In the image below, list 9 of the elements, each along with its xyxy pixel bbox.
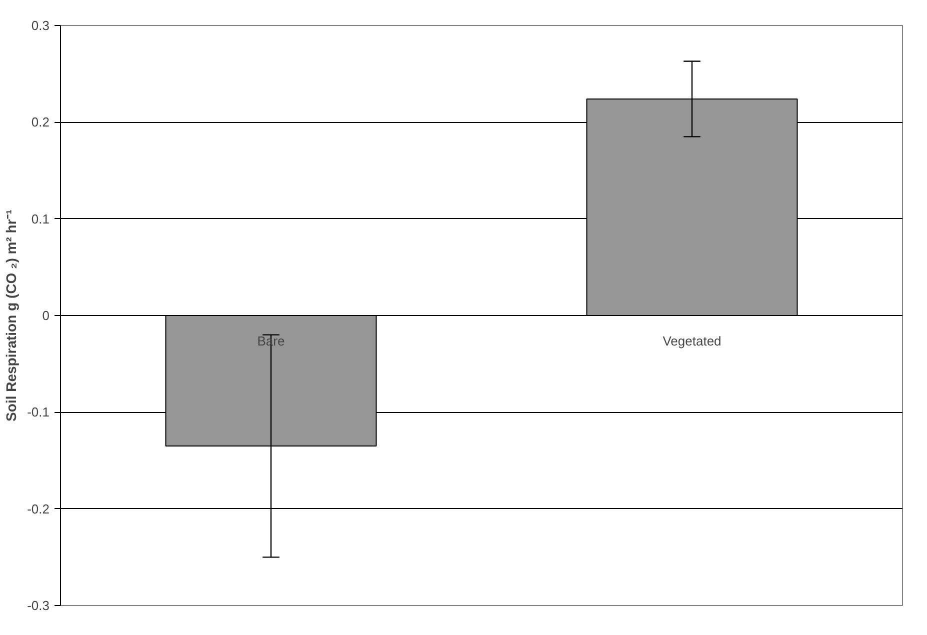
y-axis-title: Soil Respiration g (CO ₂) m² hr⁻¹ (3, 209, 20, 422)
x-tick-label: Vegetated (662, 334, 722, 348)
y-tick-label: -0.2 (27, 501, 50, 516)
y-tick-label: 0.2 (31, 114, 50, 130)
y-tick-label: 0.1 (31, 211, 50, 226)
y-tick-label: 0 (42, 308, 50, 323)
y-tick-label: 0.3 (31, 18, 50, 33)
y-tick-label: -0.1 (27, 404, 50, 420)
y-tick-label: -0.3 (27, 598, 50, 613)
